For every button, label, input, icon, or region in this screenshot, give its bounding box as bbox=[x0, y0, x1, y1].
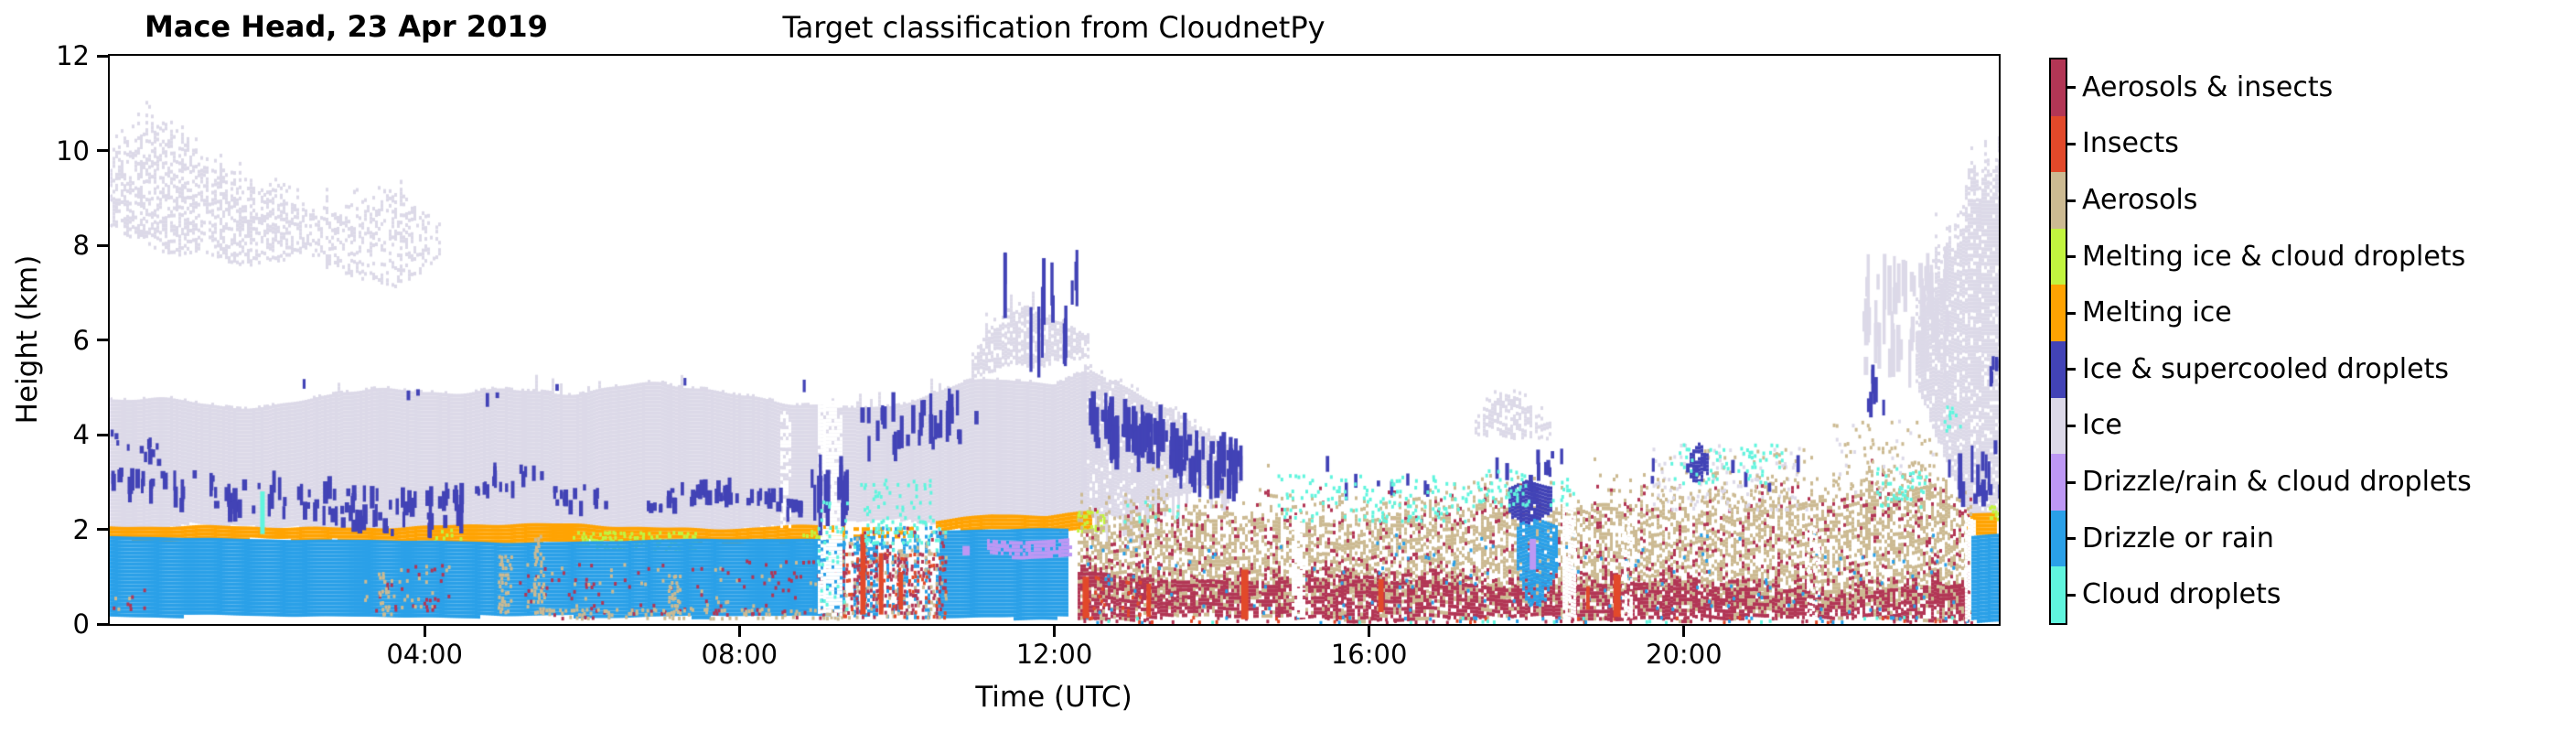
y-tick bbox=[97, 149, 108, 152]
x-tick bbox=[1368, 626, 1371, 637]
x-tick bbox=[1682, 626, 1686, 637]
x-tick bbox=[737, 626, 741, 637]
legend-swatch-ice_scd bbox=[2051, 340, 2066, 398]
legend-swatch-melt_cd bbox=[2051, 228, 2066, 285]
x-tick-label: 20:00 bbox=[1646, 639, 1723, 670]
x-tick bbox=[423, 626, 426, 637]
legend-swatch-insects bbox=[2051, 115, 2066, 173]
legend-label-driz_cd: Drizzle/rain & cloud droplets bbox=[2082, 466, 2472, 498]
legend-tick bbox=[2067, 199, 2076, 202]
legend-label-ice: Ice bbox=[2082, 409, 2122, 442]
y-tick bbox=[97, 528, 108, 531]
y-tick-label: 12 bbox=[56, 40, 90, 71]
y-tick bbox=[97, 339, 108, 341]
y-tick bbox=[97, 243, 108, 247]
x-tick bbox=[1053, 626, 1056, 637]
legend-tick bbox=[2067, 368, 2076, 371]
site-date-title: Mace Head, 23 Apr 2019 bbox=[145, 9, 548, 44]
x-tick-label: 04:00 bbox=[386, 639, 463, 670]
legend-label-melt_cd: Melting ice & cloud droplets bbox=[2082, 240, 2466, 273]
y-tick-label: 8 bbox=[72, 230, 90, 261]
legend-tick bbox=[2067, 480, 2076, 484]
legend-label-drizzle: Drizzle or rain bbox=[2082, 522, 2274, 554]
legend-label-melt: Melting ice bbox=[2082, 296, 2232, 329]
legend-swatch-aerosols bbox=[2051, 172, 2066, 229]
y-tick-label: 10 bbox=[56, 135, 90, 167]
x-tick-label: 08:00 bbox=[701, 639, 778, 670]
classification-plot bbox=[110, 56, 1999, 624]
x-tick-label: 12:00 bbox=[1015, 639, 1093, 670]
legend-label-aerosols: Aerosols bbox=[2082, 184, 2198, 216]
page-title: Target classification from CloudnetPy bbox=[782, 10, 1326, 45]
legend-tick bbox=[2067, 311, 2076, 315]
legend-swatch-melt bbox=[2051, 285, 2066, 341]
y-tick-label: 0 bbox=[72, 608, 90, 640]
legend-swatch-driz_cd bbox=[2051, 454, 2066, 511]
legend-label-ice_scd: Ice & supercooled droplets bbox=[2082, 352, 2449, 385]
y-tick-label: 6 bbox=[72, 324, 90, 356]
y-tick-label: 4 bbox=[72, 419, 90, 450]
x-axis-label: Time (UTC) bbox=[975, 681, 1132, 714]
legend-tick bbox=[2067, 86, 2076, 90]
legend-label-cloud_d: Cloud droplets bbox=[2082, 578, 2281, 611]
legend-swatch-drizzle bbox=[2051, 510, 2066, 567]
y-tick bbox=[97, 622, 108, 626]
legend-tick bbox=[2067, 593, 2076, 597]
legend-label-insects: Insects bbox=[2082, 127, 2179, 160]
legend-colorbar bbox=[2049, 58, 2067, 625]
legend-tick bbox=[2067, 255, 2076, 259]
legend-tick bbox=[2067, 142, 2076, 145]
legend-swatch-aer_ins bbox=[2051, 59, 2066, 116]
legend-swatch-ice bbox=[2051, 397, 2066, 455]
y-tick-label: 2 bbox=[72, 513, 90, 545]
legend-label-aer_ins: Aerosols & insects bbox=[2082, 70, 2334, 103]
x-tick-label: 16:00 bbox=[1330, 639, 1408, 670]
y-tick bbox=[97, 433, 108, 436]
legend-swatch-cloud_d bbox=[2051, 566, 2066, 623]
legend-tick bbox=[2067, 537, 2076, 541]
y-tick bbox=[97, 54, 108, 58]
legend-tick bbox=[2067, 424, 2076, 427]
